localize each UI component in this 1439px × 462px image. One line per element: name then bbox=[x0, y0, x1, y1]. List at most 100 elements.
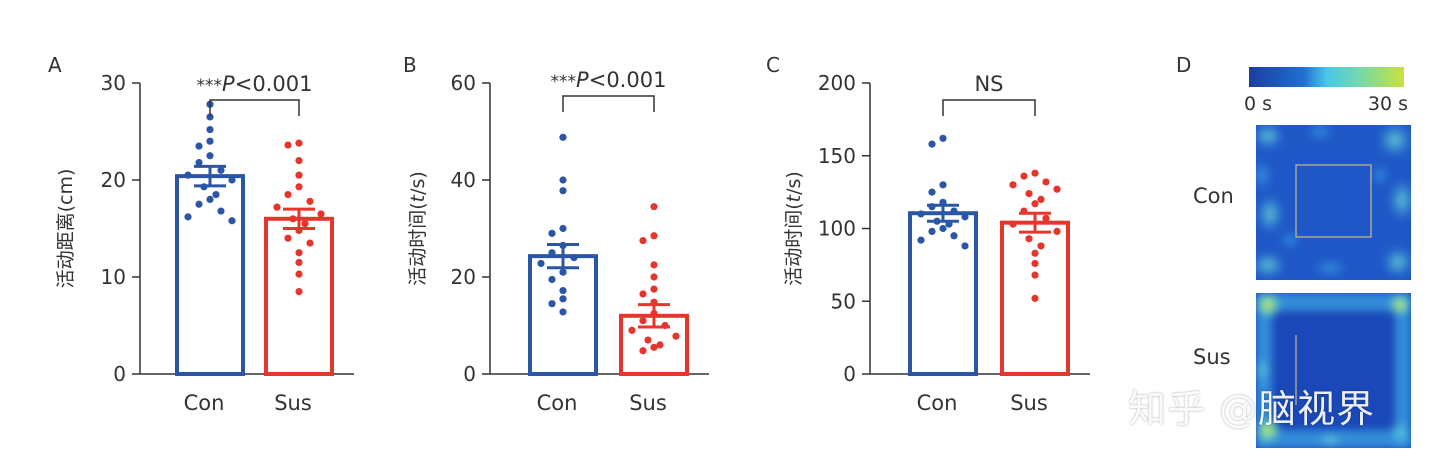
data-point-sus bbox=[295, 249, 303, 257]
y-axis-label-unit: /s) bbox=[407, 171, 429, 195]
y-axis-label-text: 活动时间 bbox=[783, 210, 805, 286]
significance-label: ***P<0.001 bbox=[551, 68, 667, 92]
data-point-con bbox=[570, 254, 578, 262]
y-axis-label: 活动距离(cm) bbox=[55, 169, 77, 289]
data-point-sus bbox=[1037, 195, 1045, 203]
y-tick-label: 30 bbox=[101, 71, 126, 95]
data-point-sus bbox=[650, 273, 658, 281]
data-point-sus bbox=[650, 203, 658, 211]
significance-bracket bbox=[942, 99, 1036, 116]
data-point-sus bbox=[1053, 227, 1061, 236]
data-point-sus bbox=[1042, 214, 1050, 222]
data-point-con bbox=[559, 133, 567, 141]
x-tick-label-con: Con bbox=[184, 391, 225, 415]
y-tick-label: 0 bbox=[463, 362, 476, 386]
data-point-sus bbox=[273, 203, 281, 211]
data-point-sus bbox=[650, 285, 658, 293]
data-point-con bbox=[548, 249, 556, 257]
data-point-con bbox=[206, 152, 214, 160]
y-tick-label: 0 bbox=[843, 362, 856, 386]
y-axis-label-unit: ( bbox=[783, 202, 805, 209]
data-point-con bbox=[206, 125, 214, 134]
x-tick-label-sus: Sus bbox=[1010, 391, 1048, 415]
data-point-sus bbox=[650, 261, 658, 269]
y-axis-label-text: 活动距离 bbox=[55, 212, 77, 288]
y-tick-label: 60 bbox=[451, 71, 476, 95]
data-point-con bbox=[917, 236, 925, 244]
data-point-con bbox=[559, 308, 567, 316]
y-tick-label: 40 bbox=[451, 168, 476, 192]
data-point-sus bbox=[306, 239, 314, 247]
data-point-sus bbox=[295, 270, 303, 278]
heatmap-sus bbox=[1256, 293, 1411, 448]
data-point-sus bbox=[284, 190, 292, 199]
data-point-sus bbox=[1031, 271, 1039, 279]
x-tick-label-sus: Sus bbox=[629, 391, 667, 415]
data-point-con bbox=[206, 195, 214, 203]
y-axis-label-unit: t bbox=[407, 193, 429, 202]
data-point-con bbox=[184, 171, 192, 179]
data-point-con bbox=[961, 242, 969, 250]
data-point-con bbox=[212, 190, 220, 199]
y-tick-label: 10 bbox=[101, 265, 126, 289]
colorbar-max-label: 30 s bbox=[1368, 93, 1408, 115]
data-point-sus bbox=[284, 141, 292, 149]
significance-p: P bbox=[576, 68, 589, 92]
y-tick-label: 20 bbox=[101, 168, 126, 192]
watermark: 知乎 @脑视界 bbox=[1128, 387, 1376, 431]
data-point-con bbox=[184, 213, 192, 221]
data-point-con bbox=[217, 166, 225, 174]
data-point-sus bbox=[1042, 178, 1050, 186]
data-point-sus bbox=[639, 347, 647, 355]
significance-value: <0.001 bbox=[235, 72, 313, 96]
data-point-con bbox=[195, 200, 203, 208]
panel-label-c: C bbox=[766, 53, 780, 77]
significance-value: <0.001 bbox=[589, 68, 667, 92]
data-point-con bbox=[939, 224, 947, 233]
data-point-sus bbox=[301, 220, 309, 228]
x-tick-label-con: Con bbox=[537, 391, 578, 415]
data-point-con bbox=[559, 268, 567, 276]
data-point-con bbox=[195, 158, 203, 167]
data-point-con bbox=[950, 207, 958, 215]
data-point-sus bbox=[639, 317, 647, 325]
data-point-con bbox=[928, 140, 936, 148]
data-point-con bbox=[559, 286, 567, 295]
data-point-sus bbox=[1009, 220, 1017, 228]
heatmap-row-label-con: Con bbox=[1193, 184, 1234, 208]
data-point-con bbox=[917, 210, 925, 218]
data-point-sus bbox=[644, 336, 652, 344]
y-tick-label: 150 bbox=[818, 144, 856, 168]
data-point-con bbox=[559, 176, 567, 184]
panel-label-a: A bbox=[48, 53, 62, 77]
y-tick-label: 0 bbox=[113, 362, 126, 386]
y-axis-label: 活动时间(t/s) bbox=[783, 171, 805, 286]
data-point-sus bbox=[306, 197, 314, 205]
data-point-sus bbox=[1031, 169, 1039, 177]
data-point-sus bbox=[295, 171, 303, 179]
data-point-sus bbox=[295, 258, 303, 267]
data-point-sus bbox=[1031, 200, 1039, 208]
data-point-sus bbox=[295, 287, 303, 296]
data-point-sus bbox=[295, 157, 303, 165]
panel-label-d: D bbox=[1176, 53, 1191, 77]
data-point-sus bbox=[639, 237, 647, 245]
data-point-con bbox=[228, 176, 236, 184]
data-point-sus bbox=[1009, 181, 1017, 189]
data-point-sus bbox=[1020, 172, 1028, 180]
y-axis-label: 活动时间(t/s) bbox=[407, 171, 429, 286]
data-point-con bbox=[537, 259, 545, 268]
y-axis-label-unit: /s) bbox=[783, 171, 805, 195]
data-point-con bbox=[548, 275, 556, 284]
y-tick-label: 20 bbox=[451, 265, 476, 289]
y-tick-label: 100 bbox=[818, 217, 856, 241]
heatmap-con bbox=[1256, 125, 1411, 280]
data-point-con bbox=[206, 113, 214, 121]
data-point-con bbox=[217, 207, 225, 215]
data-point-con bbox=[228, 217, 236, 225]
bar-sus bbox=[264, 216, 334, 376]
data-point-sus bbox=[672, 332, 680, 340]
data-point-sus bbox=[295, 139, 303, 147]
data-point-con bbox=[928, 188, 936, 196]
